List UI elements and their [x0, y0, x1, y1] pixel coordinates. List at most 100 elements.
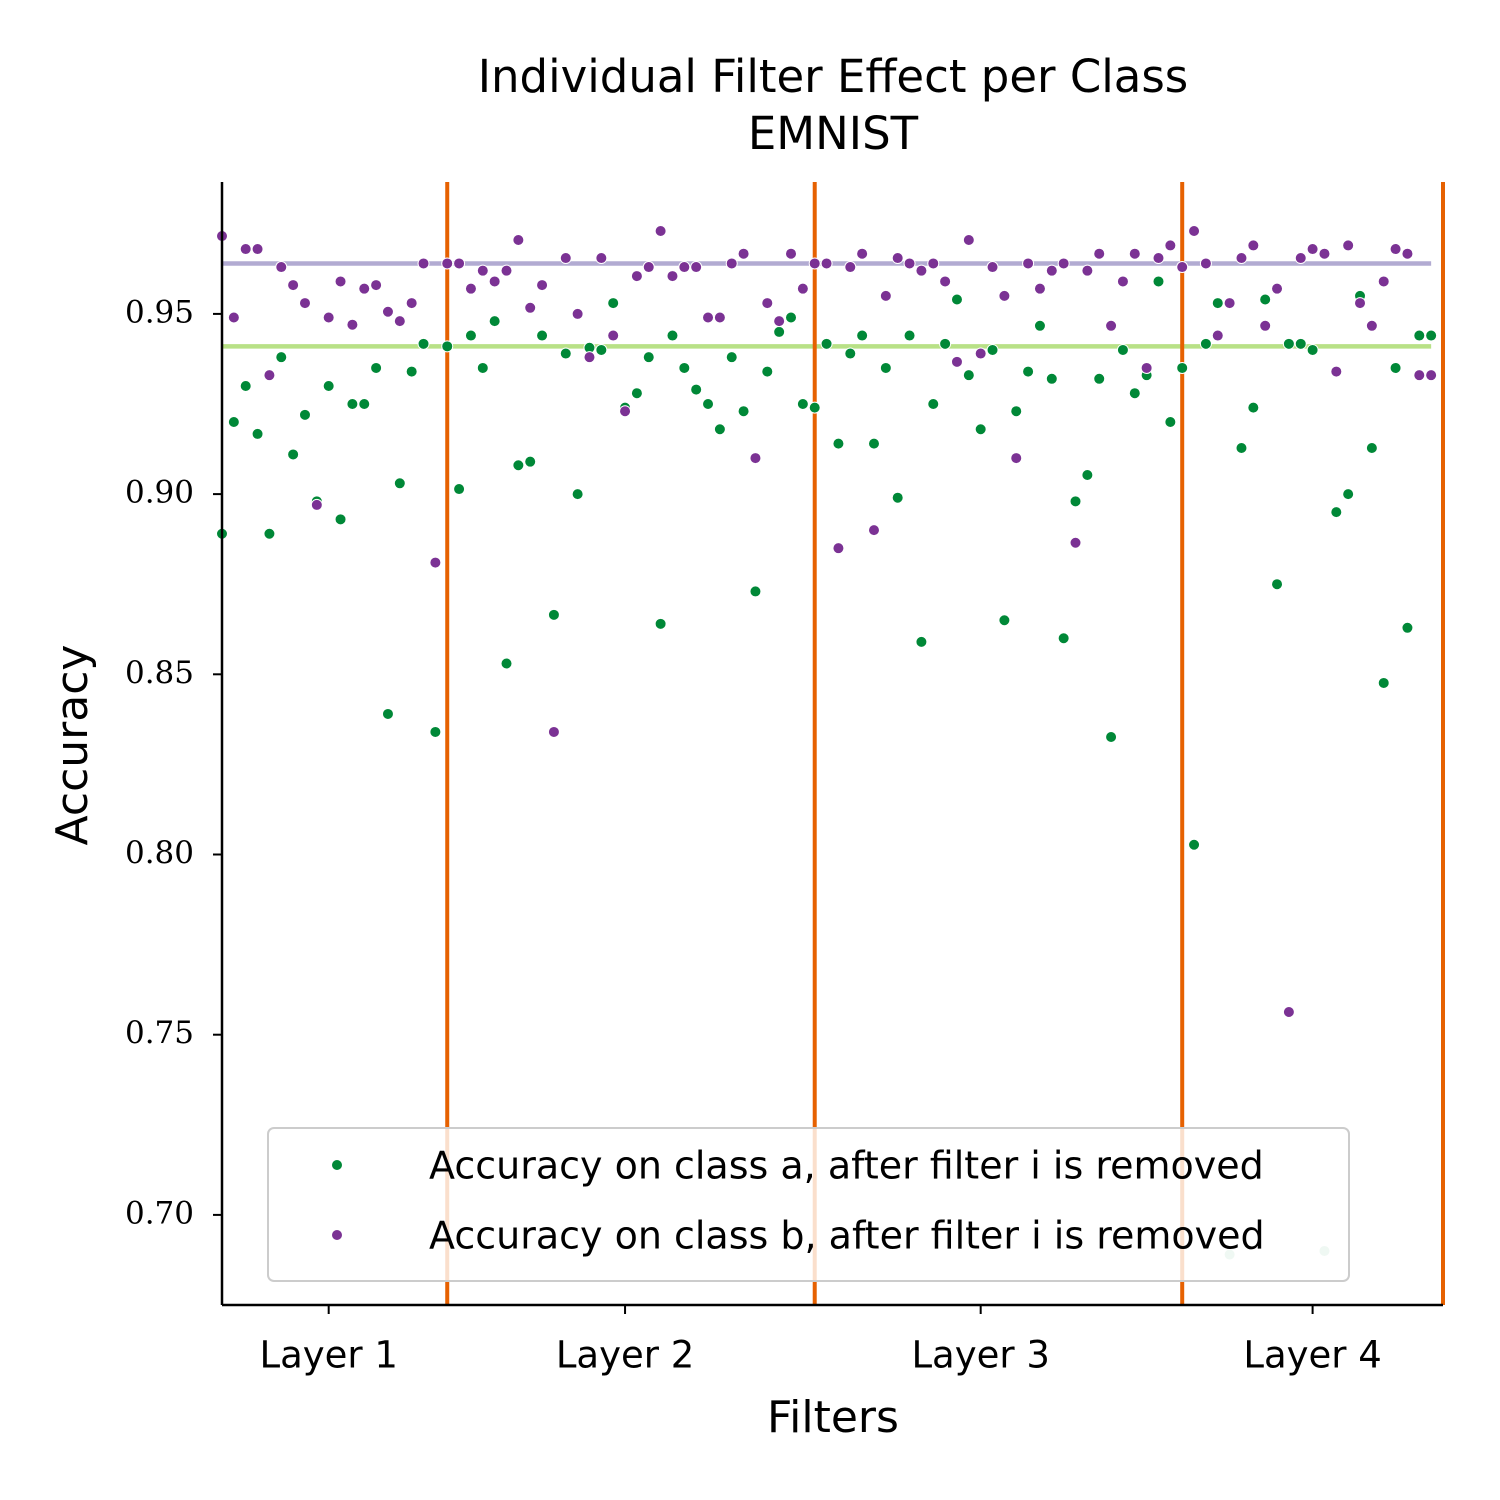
- data-point: [867, 437, 880, 450]
- y-tick-label: 0.90: [125, 475, 194, 511]
- data-point: [950, 293, 963, 306]
- data-point: [1010, 452, 1023, 465]
- data-point: [974, 423, 987, 436]
- data-point: [1425, 369, 1438, 382]
- data-point: [1235, 441, 1248, 454]
- data-point: [1093, 372, 1106, 385]
- data-point: [796, 282, 809, 295]
- data-point: [322, 311, 335, 324]
- data-point: [678, 261, 691, 274]
- y-tick-label: 0.85: [125, 655, 194, 691]
- data-point: [974, 347, 987, 360]
- chart-subtitle: EMNIST: [748, 107, 919, 160]
- data-point: [453, 483, 466, 496]
- data-point: [1223, 297, 1236, 310]
- data-point: [1425, 329, 1438, 342]
- data-point: [1057, 632, 1070, 645]
- data-point: [524, 301, 537, 314]
- data-point: [358, 282, 371, 295]
- data-point: [1199, 337, 1212, 350]
- data-point: [808, 401, 821, 414]
- data-point: [275, 261, 288, 274]
- data-point: [512, 234, 525, 247]
- data-point: [1259, 319, 1272, 332]
- data-point: [1010, 405, 1023, 418]
- data-point: [1057, 257, 1070, 270]
- data-point: [405, 365, 418, 378]
- data-point: [1294, 252, 1307, 265]
- data-point: [239, 243, 252, 256]
- data-point: [927, 398, 940, 411]
- data-point: [749, 452, 762, 465]
- data-point: [1022, 365, 1035, 378]
- data-point: [915, 635, 928, 648]
- data-point: [1033, 282, 1046, 295]
- data-point: [429, 725, 442, 738]
- data-point: [417, 257, 430, 270]
- data-point: [749, 585, 762, 598]
- data-point: [1128, 387, 1141, 400]
- data-point: [1022, 257, 1035, 270]
- data-point: [524, 455, 537, 468]
- data-point: [678, 361, 691, 374]
- data-point: [773, 315, 786, 328]
- data-point: [1188, 225, 1201, 238]
- data-point: [595, 252, 608, 265]
- data-point: [796, 398, 809, 411]
- data-point: [939, 275, 952, 288]
- data-point: [393, 315, 406, 328]
- chart-title: Individual Filter Effect per Class: [478, 50, 1188, 103]
- data-point: [915, 264, 928, 277]
- data-point: [867, 524, 880, 537]
- x-tick-label: Layer 4: [1243, 1334, 1381, 1377]
- data-point: [773, 325, 786, 338]
- data-point: [1271, 578, 1284, 591]
- data-point: [690, 383, 703, 396]
- x-tick-label: Layer 1: [259, 1334, 397, 1377]
- data-point: [1306, 243, 1319, 256]
- data-point: [441, 340, 454, 353]
- data-point: [1318, 247, 1331, 260]
- data-point: [417, 337, 430, 350]
- data-point: [571, 488, 584, 501]
- data-point: [346, 318, 359, 331]
- data-point: [227, 416, 240, 429]
- data-point: [1365, 319, 1378, 332]
- data-point: [737, 405, 750, 418]
- data-point: [891, 491, 904, 504]
- data-point: [1033, 319, 1046, 332]
- data-point: [251, 427, 264, 440]
- data-point: [1354, 297, 1367, 310]
- data-point: [1330, 365, 1343, 378]
- data-point: [654, 225, 667, 238]
- legend-marker: [331, 1229, 343, 1241]
- data-point: [441, 257, 454, 270]
- data-point: [1116, 275, 1129, 288]
- data-point: [1152, 252, 1165, 265]
- data-point: [619, 405, 632, 418]
- data-point: [275, 351, 288, 364]
- data-point: [856, 247, 869, 260]
- data-point: [808, 257, 821, 270]
- data-point: [239, 379, 252, 392]
- data-point: [630, 270, 643, 283]
- data-point: [950, 355, 963, 368]
- data-point: [500, 264, 513, 277]
- data-point: [1271, 282, 1284, 295]
- data-point: [1282, 337, 1295, 350]
- data-point: [1294, 337, 1307, 350]
- data-point: [1045, 372, 1058, 385]
- data-point: [1342, 239, 1355, 252]
- data-point: [785, 247, 798, 260]
- data-point: [1069, 495, 1082, 508]
- data-point: [1081, 264, 1094, 277]
- data-point: [986, 343, 999, 356]
- data-point: [832, 542, 845, 555]
- data-point: [785, 311, 798, 324]
- data-point: [595, 343, 608, 356]
- data-point: [263, 527, 276, 540]
- data-point: [1401, 247, 1414, 260]
- y-tick-label: 0.95: [125, 294, 194, 330]
- data-point: [287, 448, 300, 461]
